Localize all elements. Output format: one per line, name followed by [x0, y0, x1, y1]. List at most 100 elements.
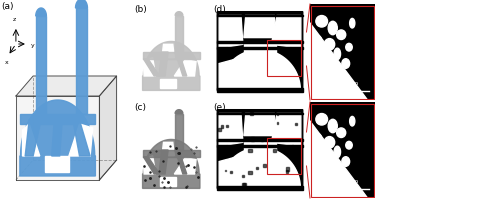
Polygon shape [218, 128, 221, 131]
Polygon shape [175, 150, 187, 174]
Polygon shape [144, 59, 160, 76]
Polygon shape [175, 110, 183, 114]
Polygon shape [159, 150, 168, 174]
Polygon shape [16, 96, 100, 180]
Polygon shape [217, 139, 303, 141]
Ellipse shape [350, 18, 355, 28]
Polygon shape [175, 52, 187, 76]
Ellipse shape [314, 36, 322, 45]
Polygon shape [256, 167, 258, 169]
Polygon shape [225, 170, 226, 171]
Polygon shape [73, 120, 90, 156]
Ellipse shape [314, 134, 322, 143]
Polygon shape [142, 41, 200, 90]
Polygon shape [217, 15, 303, 16]
Ellipse shape [324, 137, 334, 148]
Polygon shape [174, 60, 196, 76]
Polygon shape [246, 69, 274, 83]
Polygon shape [144, 157, 160, 174]
Polygon shape [310, 4, 375, 100]
Ellipse shape [328, 21, 338, 35]
Polygon shape [160, 79, 176, 88]
Polygon shape [20, 100, 96, 176]
Ellipse shape [356, 127, 362, 135]
Polygon shape [251, 137, 254, 141]
Text: z: z [13, 17, 16, 22]
Polygon shape [22, 124, 40, 156]
Polygon shape [159, 52, 168, 76]
Polygon shape [219, 158, 243, 188]
Polygon shape [219, 60, 243, 90]
Ellipse shape [346, 141, 352, 149]
Polygon shape [226, 125, 228, 127]
Polygon shape [244, 114, 276, 136]
Polygon shape [36, 8, 46, 16]
Polygon shape [260, 138, 264, 141]
Polygon shape [294, 146, 296, 147]
Ellipse shape [334, 48, 340, 60]
Polygon shape [142, 52, 200, 59]
Polygon shape [45, 156, 69, 172]
Ellipse shape [334, 146, 340, 158]
Polygon shape [286, 167, 289, 171]
Polygon shape [142, 150, 200, 157]
Polygon shape [242, 183, 245, 187]
Ellipse shape [362, 166, 365, 172]
Polygon shape [217, 88, 303, 92]
Polygon shape [277, 122, 278, 124]
Polygon shape [76, 8, 88, 114]
Text: 3 mm: 3 mm [340, 81, 358, 86]
Polygon shape [239, 162, 281, 188]
Text: (b): (b) [134, 5, 147, 14]
Ellipse shape [350, 116, 355, 126]
Polygon shape [76, 0, 88, 8]
Ellipse shape [336, 128, 346, 138]
Ellipse shape [346, 43, 352, 51]
Polygon shape [180, 73, 375, 200]
Polygon shape [175, 114, 183, 150]
Polygon shape [250, 112, 252, 115]
Polygon shape [217, 12, 303, 90]
Polygon shape [36, 114, 46, 116]
Text: (d): (d) [214, 5, 226, 14]
Polygon shape [175, 12, 183, 16]
Polygon shape [25, 120, 41, 156]
Polygon shape [220, 125, 223, 128]
Polygon shape [217, 186, 303, 190]
Polygon shape [272, 16, 301, 48]
Ellipse shape [336, 30, 346, 40]
Polygon shape [52, 120, 62, 156]
Ellipse shape [320, 52, 328, 62]
Polygon shape [276, 139, 278, 140]
Polygon shape [174, 158, 196, 174]
Polygon shape [217, 113, 303, 114]
Ellipse shape [316, 16, 328, 27]
Polygon shape [20, 114, 96, 124]
Ellipse shape [342, 59, 349, 68]
Polygon shape [226, 156, 228, 157]
Polygon shape [272, 114, 301, 146]
Polygon shape [162, 142, 174, 156]
Polygon shape [162, 44, 174, 58]
Bar [266, 138, 301, 174]
Polygon shape [219, 114, 243, 146]
Polygon shape [248, 149, 252, 152]
Ellipse shape [342, 157, 349, 166]
Polygon shape [217, 41, 303, 43]
Polygon shape [217, 145, 303, 147]
Ellipse shape [316, 161, 323, 168]
Polygon shape [248, 171, 252, 174]
Ellipse shape [353, 157, 358, 162]
Polygon shape [100, 76, 116, 180]
Text: (a): (a) [2, 2, 14, 11]
Polygon shape [272, 149, 276, 152]
Polygon shape [244, 44, 276, 64]
Polygon shape [239, 64, 281, 90]
Bar [266, 40, 301, 76]
Polygon shape [175, 16, 183, 52]
Polygon shape [217, 110, 303, 188]
Text: (e): (e) [214, 103, 226, 112]
Polygon shape [217, 47, 303, 49]
Polygon shape [310, 102, 375, 198]
Ellipse shape [364, 142, 367, 148]
